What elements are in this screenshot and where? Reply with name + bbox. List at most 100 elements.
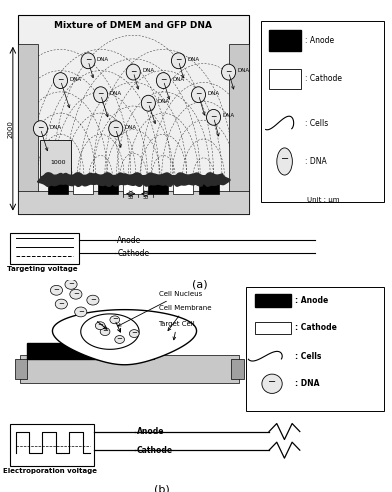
Text: (a): (a) [192, 280, 208, 290]
Text: 50: 50 [128, 195, 134, 200]
Bar [73, 183, 93, 194]
Polygon shape [118, 174, 137, 185]
Bar [40, 140, 71, 183]
Polygon shape [130, 173, 150, 186]
Text: −: − [58, 301, 64, 307]
Text: DNA: DNA [238, 68, 250, 73]
Text: 50: 50 [143, 195, 149, 200]
Bar [48, 183, 68, 194]
Bar [255, 294, 291, 307]
Text: DNA: DNA [69, 77, 82, 82]
Text: Electroporation voltage: Electroporation voltage [3, 468, 97, 474]
Polygon shape [53, 309, 196, 365]
Text: Cathode: Cathode [117, 249, 149, 258]
Circle shape [65, 279, 77, 289]
Text: : DNA: : DNA [295, 379, 320, 388]
Polygon shape [88, 174, 106, 185]
Bar [229, 44, 249, 214]
Bar [15, 359, 27, 379]
Circle shape [70, 289, 82, 299]
Text: −: − [131, 330, 137, 336]
Circle shape [33, 121, 47, 137]
Text: −: − [225, 67, 232, 76]
Bar [18, 15, 249, 214]
Text: Targeting voltage: Targeting voltage [7, 266, 78, 272]
Text: DNA: DNA [49, 125, 62, 130]
Bar [198, 183, 219, 194]
Text: −: − [98, 90, 104, 98]
Circle shape [262, 374, 282, 394]
Bar [27, 343, 100, 359]
Circle shape [53, 73, 67, 89]
Circle shape [94, 87, 108, 103]
Text: −: − [85, 56, 91, 64]
Text: Cell Nucleus: Cell Nucleus [118, 291, 202, 326]
Text: Unit : μm: Unit : μm [307, 197, 339, 203]
Text: −: − [102, 328, 108, 334]
Text: −: − [54, 287, 59, 293]
Text: : Cathode: : Cathode [295, 323, 337, 333]
Bar [10, 233, 79, 265]
Text: (b): (b) [154, 485, 169, 492]
Text: Anode: Anode [136, 427, 164, 436]
Circle shape [75, 307, 87, 317]
Text: −: − [281, 154, 289, 164]
Text: −: − [73, 291, 79, 297]
Polygon shape [159, 173, 180, 186]
Text: −: − [90, 297, 96, 303]
Circle shape [277, 148, 292, 175]
Text: DNA: DNA [109, 91, 122, 96]
Circle shape [110, 316, 120, 324]
Bar [255, 322, 291, 334]
Text: Mixture of DMEM and GFP DNA: Mixture of DMEM and GFP DNA [54, 21, 212, 30]
Polygon shape [81, 314, 139, 349]
Circle shape [221, 64, 236, 80]
Text: Cathode: Cathode [136, 446, 172, 455]
Text: −: − [117, 336, 123, 342]
Bar [18, 44, 38, 214]
Text: : Anode: : Anode [305, 36, 334, 45]
Text: Target Cell: Target Cell [158, 321, 195, 340]
Text: DNA: DNA [142, 68, 154, 73]
Polygon shape [169, 173, 187, 186]
Bar [148, 183, 169, 194]
Bar [269, 30, 301, 51]
Polygon shape [49, 174, 70, 185]
Circle shape [55, 299, 67, 309]
Text: −: − [211, 112, 217, 121]
Text: 1000: 1000 [50, 160, 66, 165]
Text: DNA: DNA [97, 57, 109, 62]
Text: : DNA: : DNA [305, 157, 327, 166]
Polygon shape [58, 174, 76, 185]
Polygon shape [199, 173, 216, 186]
Polygon shape [108, 173, 129, 186]
Bar [98, 183, 118, 194]
Bar [173, 183, 194, 194]
Polygon shape [68, 173, 89, 186]
Text: : Cells: : Cells [305, 119, 328, 127]
Bar [269, 69, 301, 89]
Bar [20, 355, 239, 383]
Text: DNA: DNA [125, 125, 137, 130]
Circle shape [156, 73, 171, 89]
Polygon shape [209, 174, 230, 185]
Polygon shape [148, 174, 168, 185]
Circle shape [115, 336, 125, 343]
Polygon shape [78, 173, 99, 186]
Text: −: − [57, 75, 64, 84]
Bar [18, 191, 249, 214]
Polygon shape [178, 174, 199, 185]
Text: 2000: 2000 [7, 120, 13, 138]
Text: −: − [160, 75, 167, 84]
Text: Cell Membrane: Cell Membrane [158, 305, 211, 331]
Text: −: − [97, 322, 103, 328]
Text: Anode: Anode [117, 236, 142, 245]
Bar [231, 359, 243, 379]
Text: −: − [145, 98, 152, 107]
Circle shape [81, 53, 95, 69]
Text: −: − [268, 377, 276, 387]
Circle shape [207, 109, 221, 125]
Text: : Cells: : Cells [295, 352, 321, 361]
Circle shape [109, 121, 123, 137]
Circle shape [141, 95, 155, 111]
